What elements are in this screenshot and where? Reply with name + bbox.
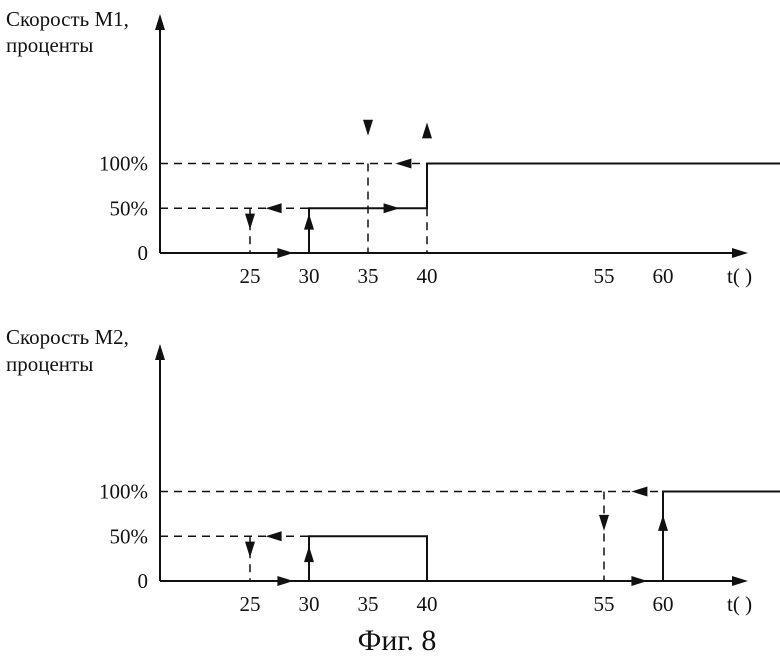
- arrow-up-icon: [304, 214, 314, 230]
- y-axis-arrow-icon: [155, 14, 165, 30]
- x-tick-label: 40: [417, 592, 438, 616]
- y-axis-title-line: проценты: [6, 33, 93, 57]
- arrow-down-icon: [245, 214, 255, 230]
- y-tick-label: 50%: [110, 524, 149, 548]
- x-tick-label: 55: [594, 592, 615, 616]
- arrow-up-icon: [304, 546, 314, 562]
- y-axis-title-line: проценты: [6, 352, 93, 376]
- x-axis-title: t( ): [727, 592, 752, 616]
- y-tick-label: 50%: [110, 196, 149, 220]
- x-tick-label: 30: [299, 264, 320, 288]
- arrow-down-icon: [599, 515, 609, 531]
- x-axis-arrow-icon: [732, 576, 748, 586]
- arrow-up-icon: [658, 515, 668, 531]
- x-tick-label: 35: [358, 592, 379, 616]
- series-line: [309, 492, 780, 582]
- y-axis-arrow-icon: [155, 344, 165, 360]
- arrow-left-icon: [266, 531, 282, 541]
- arrow-left-icon: [395, 159, 411, 169]
- x-axis-title: t( ): [727, 264, 752, 288]
- y-tick-label: 100%: [99, 480, 148, 504]
- x-tick-label: 40: [417, 264, 438, 288]
- y-tick-label: 0: [138, 241, 149, 265]
- x-tick-label: 35: [358, 264, 379, 288]
- arrow-right-icon: [277, 248, 293, 258]
- chart-m2: Скорость М2, проценты 0 50% 100% 25 30 35 40 55 60…: [6, 325, 780, 616]
- x-tick-label: 25: [240, 264, 261, 288]
- y-tick-label: 0: [138, 569, 149, 593]
- arrow-right-icon: [277, 576, 293, 586]
- chart-m1: Скорость М1,проценты 0 50% 100% 25 30 35 40 55 60…: [6, 7, 780, 288]
- y-axis-title-line: Скорость М1,: [6, 7, 129, 31]
- y-axis-title-line: Скорость М2,: [6, 325, 129, 349]
- x-tick-label: 30: [299, 592, 320, 616]
- x-tick-label: 60: [653, 592, 674, 616]
- arrow-right-icon: [631, 576, 647, 586]
- arrow-left-icon: [631, 487, 647, 497]
- y-tick-label: 100%: [99, 152, 148, 176]
- x-axis-arrow-icon: [732, 248, 748, 258]
- series-line: [309, 164, 780, 254]
- arrow-down-icon: [245, 542, 255, 558]
- arrow-down-icon: [363, 120, 373, 136]
- x-tick-label: 25: [240, 592, 261, 616]
- x-tick-label: 55: [594, 264, 615, 288]
- arrow-up-icon: [422, 122, 432, 138]
- figure-caption: Фиг. 8: [358, 624, 437, 657]
- arrow-left-icon: [266, 203, 282, 213]
- x-tick-label: 60: [653, 264, 674, 288]
- arrow-right-icon: [384, 203, 400, 213]
